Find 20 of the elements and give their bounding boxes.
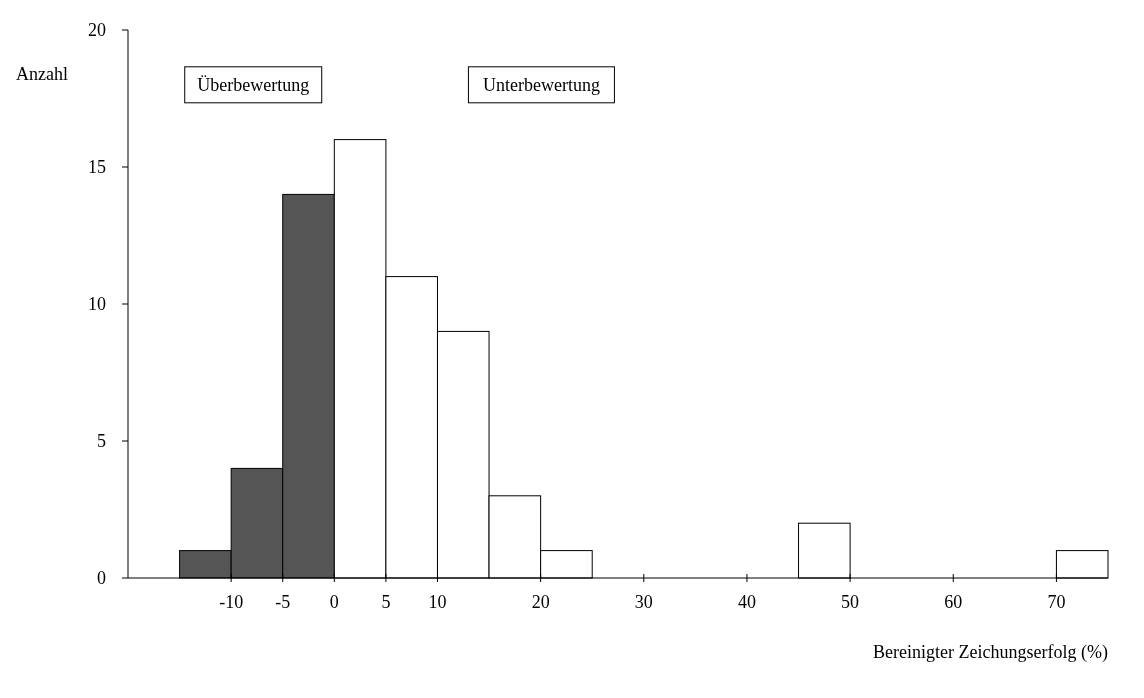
x-tick-label: 40 [737, 592, 756, 612]
y-tick-label: 0 [97, 568, 106, 589]
x-tick-label: 0 [329, 592, 339, 612]
x-tick-label: 70 [1047, 592, 1066, 612]
annotation: Unterbewertung [482, 75, 600, 96]
y-axis-title: Anzahl [16, 64, 68, 84]
x-tick-label: 10 [428, 592, 447, 612]
x-tick-label: 60 [944, 592, 963, 612]
y-tick-label: 20 [88, 20, 106, 41]
x-tick-label: -5 [275, 592, 291, 612]
y-tick-label: 15 [88, 157, 106, 178]
x-tick-label: 30 [634, 592, 653, 612]
y-tick-label: 5 [97, 431, 106, 452]
x-tick-label: 5 [381, 592, 391, 612]
x-tick-label: 50 [841, 592, 860, 612]
x-axis-title: Bereinigter Zeichungserfolg (%) [873, 642, 1108, 663]
annotation: Überbewertung [197, 75, 310, 96]
x-tick-label: 20 [531, 592, 550, 612]
y-tick-label: 10 [88, 294, 106, 315]
x-tick-label: -10 [219, 592, 244, 612]
